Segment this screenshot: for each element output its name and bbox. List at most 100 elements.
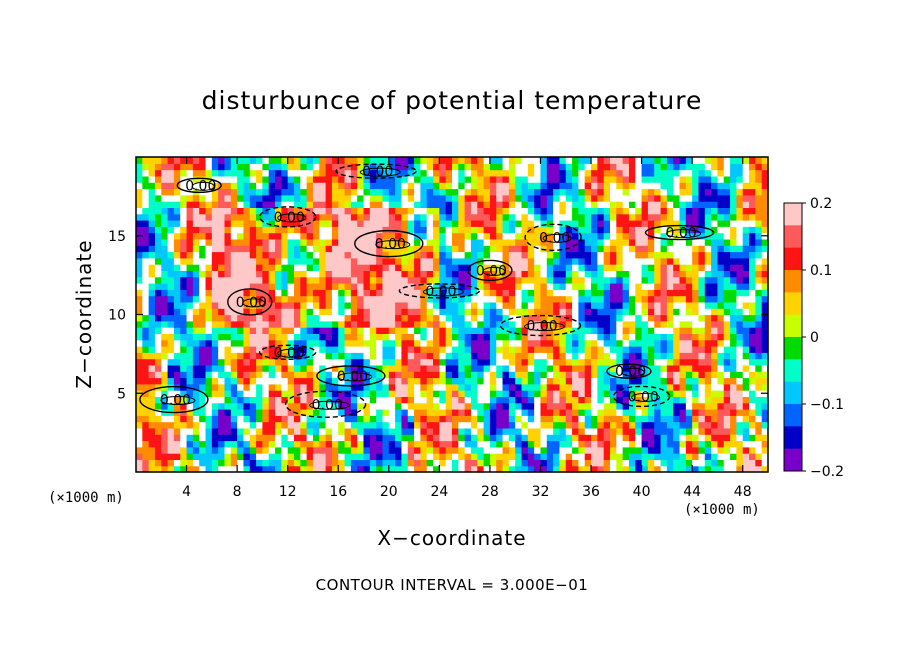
field-cell [704,226,712,234]
field-cell [243,283,251,290]
field-cell [553,157,561,164]
field-cell [591,339,598,347]
field-cell [666,396,674,404]
field-cell [243,207,251,215]
field-cell [711,358,719,366]
field-cell [458,238,466,246]
field-cell [546,453,554,460]
field-cell [755,320,763,328]
field-cell [161,251,169,259]
field-cell [249,440,257,448]
field-cell [578,207,586,215]
field-cell [534,440,542,448]
field-cell [445,320,453,328]
field-cell [610,333,617,341]
field-cell [616,157,624,164]
field-cell [464,188,472,196]
field-cell [237,301,245,309]
field-cell [306,264,314,271]
field-cell [445,339,453,347]
field-cell [363,295,371,303]
field-cell [369,453,377,460]
field-cell [730,371,737,379]
field-cell [698,346,706,353]
field-cell [546,264,554,271]
field-cell [136,427,143,435]
field-cell [294,276,301,284]
field-cell [306,207,314,215]
field-cell [230,434,238,442]
field-cell [717,276,725,284]
field-cell [603,169,611,177]
field-cell [464,346,472,353]
field-cell [591,169,598,177]
field-cell [679,314,687,322]
field-cell [319,440,327,448]
field-cell [224,377,232,385]
field-cell [755,440,763,448]
field-cell [249,251,257,259]
field-cell [350,245,358,253]
field-cell [218,238,226,246]
field-cell [755,163,763,171]
field-cell [546,415,554,423]
field-cell [224,352,232,360]
field-cell [306,465,314,473]
field-cell [616,440,624,448]
field-cell [527,289,535,297]
field-cell [167,396,175,404]
field-cell [527,352,535,360]
field-cell [154,415,162,423]
field-cell [616,270,624,278]
field-cell [199,352,207,360]
field-cell [723,383,731,391]
field-cell [515,333,523,341]
field-cell [603,459,611,467]
field-cell [338,245,346,253]
field-cell [635,459,643,467]
field-cell [546,257,554,265]
field-cell [502,465,510,473]
field-cell [483,314,491,322]
field-cell [256,220,263,227]
field-cell [610,358,617,366]
field-cell [692,352,700,360]
field-cell [742,383,750,391]
field-cell [439,434,447,442]
field-cell [306,446,314,454]
field-cell [312,327,320,334]
field-cell [180,421,188,429]
field-cell [237,194,245,202]
field-cell [742,245,750,253]
field-cell [496,346,504,353]
field-cell [414,364,421,372]
field-cell [660,465,668,473]
field-cell [628,390,636,397]
field-cell [546,333,554,341]
field-cell [673,157,681,164]
field-cell [388,157,396,164]
field-cell [395,163,403,171]
field-cell [287,383,295,391]
field-cell [546,188,554,196]
field-cell [704,175,712,183]
field-cell [154,283,162,290]
field-cell [603,283,611,290]
field-cell [433,396,440,404]
field-cell [306,383,314,391]
field-cell [610,289,617,297]
field-cell [275,257,282,265]
field-cell [635,163,643,171]
field-cell [262,383,270,391]
field-cell [439,276,447,284]
field-cell [521,308,529,316]
field-cell [515,295,523,303]
field-cell [154,264,162,271]
field-cell [647,295,655,303]
field-cell [294,201,301,208]
field-cell [433,427,440,435]
field-cell [173,201,181,208]
field-cell [382,459,390,467]
field-cell [749,213,756,221]
field-cell [344,333,352,341]
